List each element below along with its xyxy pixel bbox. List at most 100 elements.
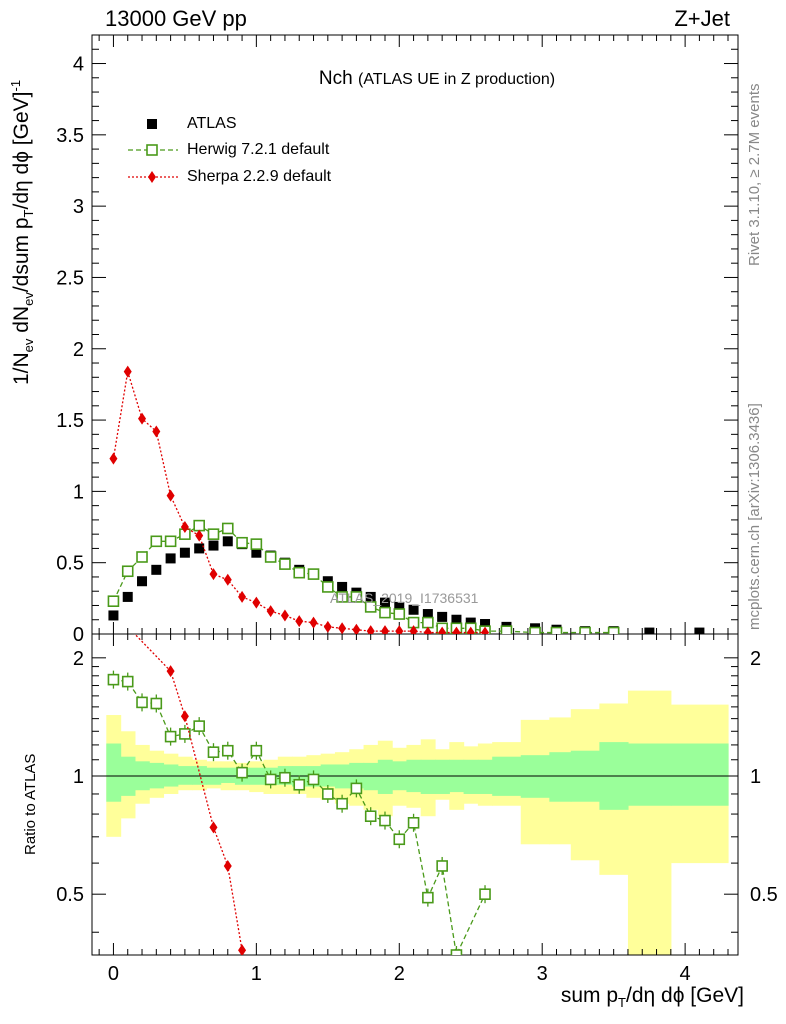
data-point — [252, 596, 261, 609]
data-point — [236, 766, 248, 779]
data-point — [250, 744, 263, 757]
series-sherpa — [133, 634, 247, 955]
data-point — [138, 412, 147, 425]
data-point — [451, 614, 462, 625]
data-point — [379, 597, 390, 608]
x-title-part: /dη dϕ [GeV] — [626, 984, 744, 1007]
data-point — [108, 610, 119, 621]
band-inner-bin — [363, 762, 379, 791]
data-point — [479, 888, 491, 900]
data-point — [193, 720, 205, 732]
data-point — [322, 581, 334, 593]
data-point — [264, 773, 277, 786]
band-inner-bin — [627, 743, 672, 806]
legend-label-atlas: ATLAS — [187, 115, 237, 132]
data-point — [481, 626, 490, 634]
legend-sherpa-marker — [148, 171, 156, 183]
data-point — [337, 581, 348, 592]
data-point — [251, 547, 262, 558]
data-point — [480, 619, 491, 630]
data-point — [322, 788, 334, 800]
data-point — [450, 949, 463, 955]
y-title-part: /dsum p — [10, 217, 33, 293]
x-tick-label: 4 — [680, 963, 691, 985]
data-point — [238, 590, 247, 603]
data-point — [364, 810, 377, 822]
data-point — [179, 728, 191, 740]
data-point — [250, 538, 263, 550]
data-point — [500, 625, 513, 634]
data-point — [436, 860, 448, 872]
legend-label-herwig: Herwig 7.2.1 default — [187, 141, 330, 158]
data-point — [338, 622, 347, 634]
y-tick-label: 3 — [73, 196, 84, 218]
series-atlas — [108, 536, 705, 634]
data-point — [193, 519, 205, 532]
ratio-y-tick-label: 1 — [73, 766, 84, 788]
data-point — [238, 944, 247, 955]
data-point — [179, 547, 190, 558]
data-point — [279, 771, 291, 784]
data-point — [122, 591, 133, 602]
x-title-part: sum p — [560, 984, 619, 1007]
data-point — [223, 859, 232, 872]
data-point — [123, 365, 132, 378]
series-sherpa — [109, 365, 490, 634]
data-point — [438, 626, 447, 634]
data-point — [336, 591, 348, 603]
band-outer-bin — [627, 690, 672, 955]
chart-title-main: Nch — [318, 68, 353, 89]
chart-title-sub: (ATLAS UE in Z production) — [357, 71, 556, 88]
legend-glyphs — [128, 119, 178, 183]
data-point — [293, 778, 306, 791]
data-point — [307, 568, 320, 580]
data-point — [323, 620, 332, 633]
data-point — [180, 710, 189, 723]
data-point — [423, 626, 432, 634]
data-point — [644, 627, 655, 634]
chart-title: Nch (ATLAS UE in Z production) — [0, 68, 786, 90]
data-point — [180, 521, 189, 534]
data-point — [194, 543, 205, 554]
data-point — [136, 551, 148, 563]
data-point — [307, 773, 320, 786]
x-title-sub: T — [618, 995, 626, 1011]
data-point — [164, 535, 177, 548]
x-axis-title: sum pT/dη dϕ [GeV] — [561, 984, 744, 1010]
data-point — [352, 623, 361, 634]
data-point — [694, 627, 705, 634]
data-point — [350, 591, 363, 603]
series-herwig — [107, 519, 620, 634]
y-tick-label: 0 — [73, 624, 84, 646]
x-tick-label: 2 — [394, 963, 405, 985]
ratio-y-tick-label: 2 — [750, 648, 761, 670]
data-point — [107, 673, 120, 686]
band-inner-bin — [670, 743, 729, 806]
data-point — [550, 626, 563, 634]
y-title-part: /dη dϕ [GeV] — [10, 91, 33, 210]
y-tick-label: 2 — [73, 339, 84, 361]
data-point — [150, 535, 163, 548]
x-tick-label: 0 — [108, 963, 119, 985]
band-inner-bin — [177, 766, 193, 785]
y-tick-label: 4 — [73, 54, 84, 76]
legend-atlas-marker — [147, 119, 157, 129]
band-inner-bin — [435, 759, 450, 794]
x-tick-label: 3 — [537, 963, 548, 985]
data-point — [379, 606, 391, 619]
legend-label-sherpa: Sherpa 2.2.9 default — [187, 168, 332, 185]
y-title-sup: -1 — [8, 79, 23, 92]
y-title-sub: ev — [21, 338, 37, 353]
ratio-y-tick-label: 0.5 — [750, 884, 778, 906]
data-point — [137, 576, 148, 587]
y-title-part: 1/N — [10, 352, 33, 385]
data-point — [207, 746, 220, 758]
data-point — [164, 730, 177, 743]
data-point — [208, 540, 219, 551]
data-point — [365, 591, 376, 602]
data-point — [195, 529, 204, 542]
band-inner-bin — [477, 759, 493, 794]
data-point — [394, 601, 405, 612]
data-point — [207, 528, 220, 540]
